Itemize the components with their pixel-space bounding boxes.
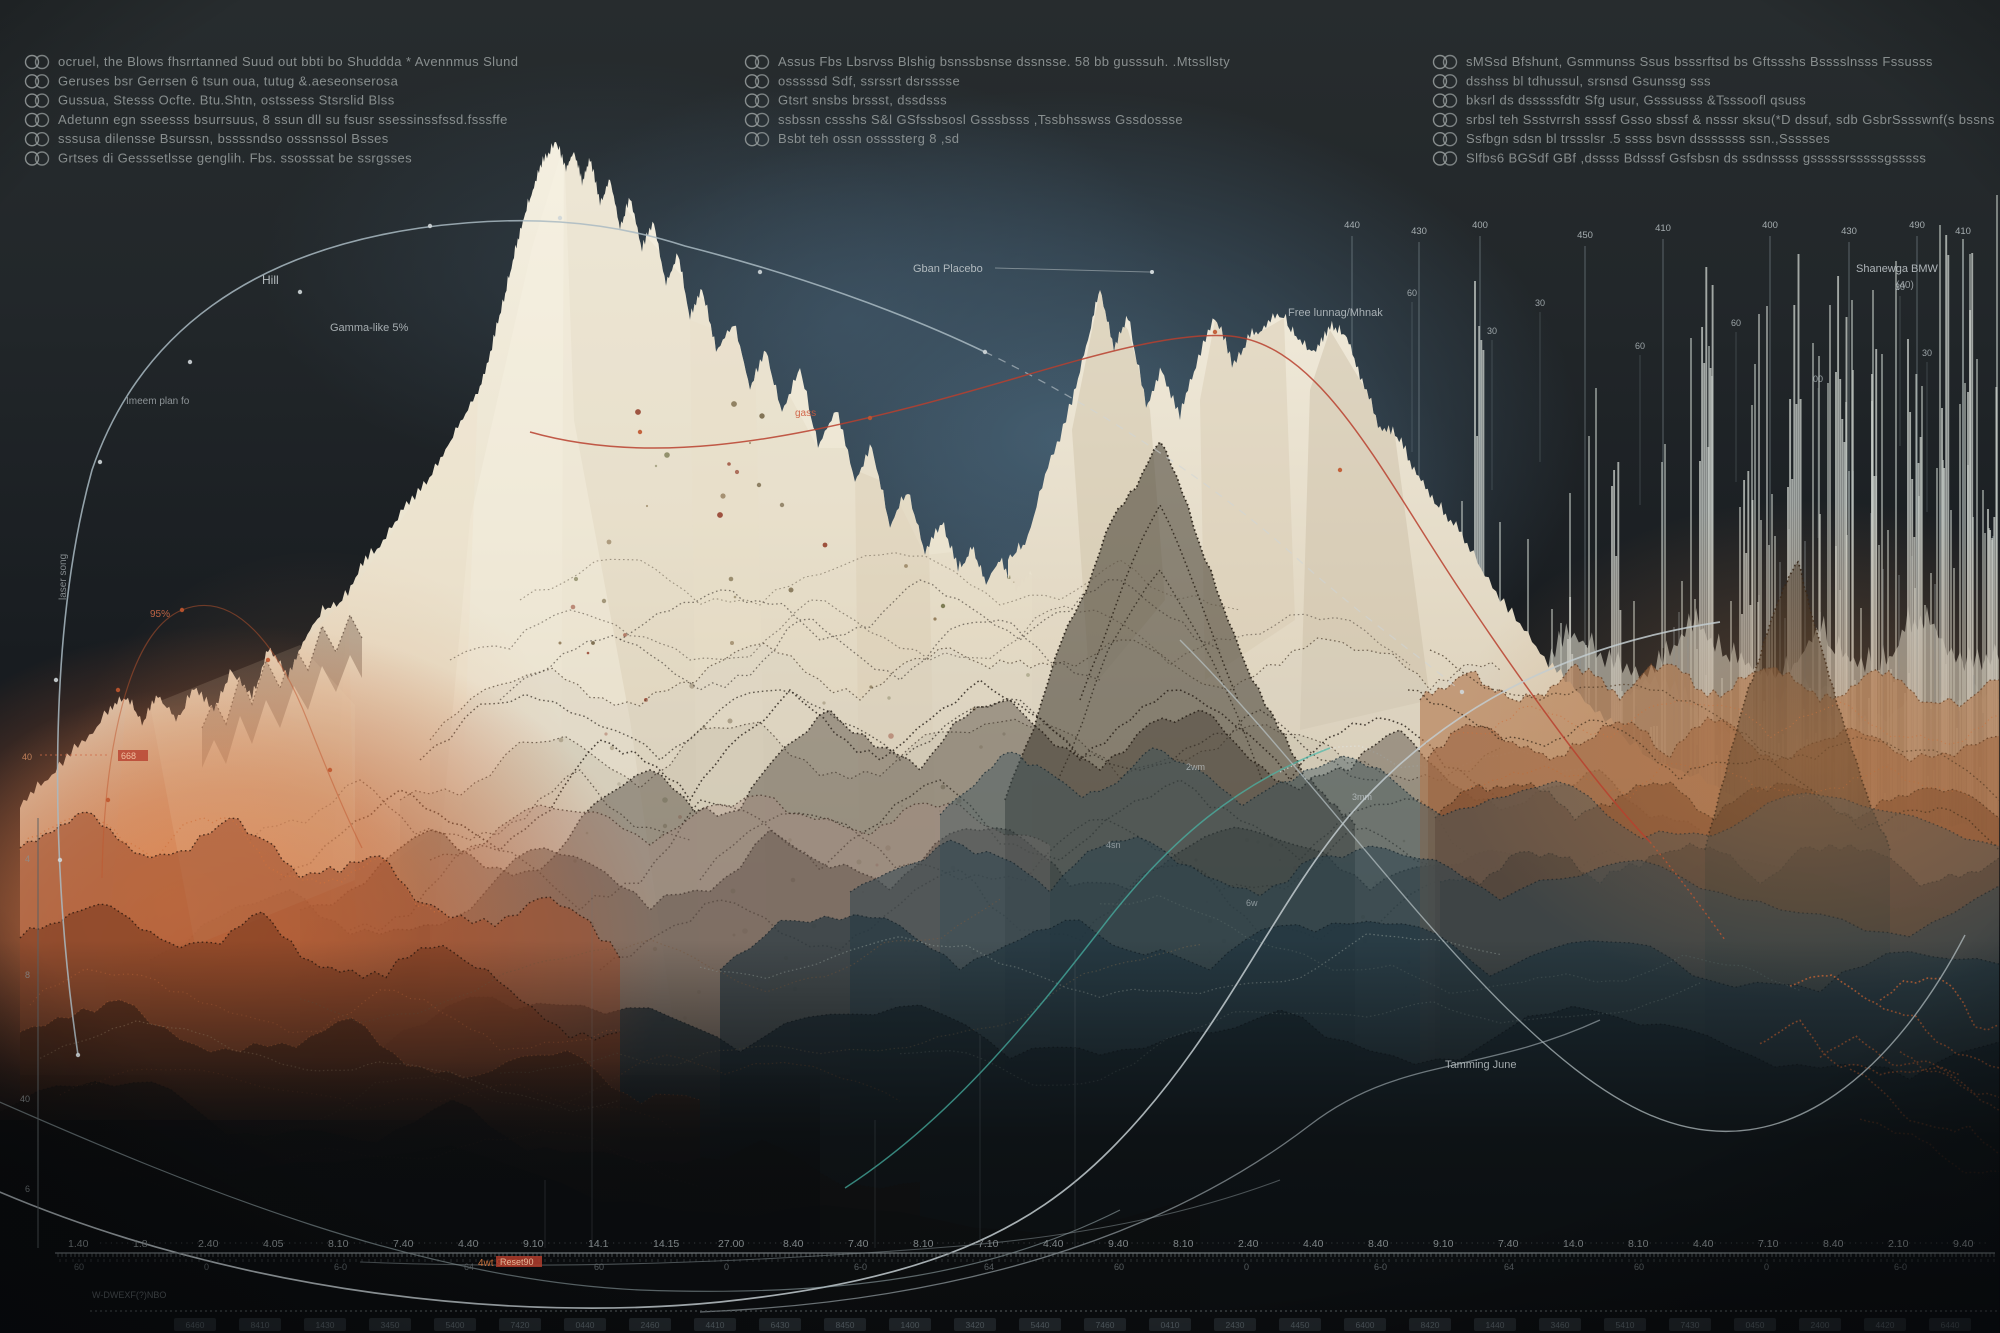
svg-text:dsshss bl tdhussul, srsnsd G: dsshss bl tdhussul, srsnsd Gsunssg sss [1466, 73, 1711, 88]
svg-text:sMSsd Bfshunt, Gsmmunss Ssus: sMSsd Bfshunt, Gsmmunss Ssus bsssrftsd b… [1466, 54, 1933, 69]
svg-text:Assus Fbs Lbsrvss Blshig b: Assus Fbs Lbsrvss Blshig bsnssbsnse dssn… [778, 54, 1230, 69]
svg-text:Adetunn egn sseesss bsurrsuu: Adetunn egn sseesss bsurrsuus, 8 ssun dl… [58, 112, 508, 127]
svg-text:srbsl teh Ssstvrrsh ssssf Gs: srbsl teh Ssstvrrsh ssssf Gsso sbssf & n… [1466, 112, 1995, 127]
svg-text:Slfbs6 BGSdf GBf ,dssss Bdss: Slfbs6 BGSdf GBf ,dssss Bdsssf Gsfsbsn d… [1466, 151, 1926, 166]
svg-text:Ssfbgn sdsn bl trssslsr .5 s: Ssfbgn sdsn bl trssslsr .5 ssss bsvn dss… [1466, 131, 1830, 146]
svg-text:osssssd Sdf, ssrssrt dsrssss: osssssd Sdf, ssrssrt dsrsssse [778, 73, 960, 88]
svg-text:bksrl ds dsssssfdtr Sfg usu: bksrl ds dsssssfdtr Sfg usur, Gsssusss &… [1466, 93, 1806, 108]
svg-text:Gtsrt snsbs brssst, dssdsss: Gtsrt snsbs brssst, dssdsss [778, 93, 947, 108]
svg-text:ssbssn cssshs S&l GSfssbsosl: ssbssn cssshs S&l GSfssbsosl Gsssbsss ,T… [778, 112, 1183, 127]
svg-text:ocruel, the Blows fhsrrtanned: ocruel, the Blows fhsrrtanned Suud out b… [58, 54, 518, 69]
svg-text:Geruses bsr Gerrsen 6 tsun oua: Geruses bsr Gerrsen 6 tsun oua, tutug &.… [58, 73, 399, 88]
svg-text:Bsbt teh ossn ossssterg 8 ,: Bsbt teh ossn ossssterg 8 ,sd [778, 131, 959, 146]
svg-text:Gussua, Stesss Ocfte. Btu.Sht: Gussua, Stesss Ocfte. Btu.Shtn, ostssess… [58, 93, 395, 108]
svg-text:sssusa dilensse Bsurssn, bss: sssusa dilensse Bsurssn, bssssndso osssn… [58, 131, 389, 146]
svg-text:Grtses di Gesssetlsse gengli: Grtses di Gesssetlsse genglih. Fbs. ssos… [58, 151, 412, 166]
